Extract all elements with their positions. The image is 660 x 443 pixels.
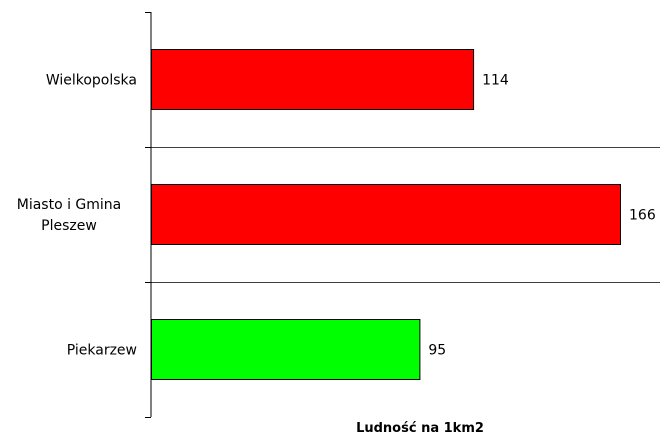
category-label: Piekarzew xyxy=(67,343,137,359)
value-label: 166 xyxy=(629,208,656,224)
bar-piekarzew xyxy=(151,319,421,380)
category-label-line: Piekarzew xyxy=(67,343,137,359)
bar-miasto-i-gmina-pleszew xyxy=(151,184,621,245)
category-axis xyxy=(145,12,152,418)
x-axis-title: Ludność na 1km2 xyxy=(356,421,484,436)
value-label: 114 xyxy=(482,73,509,89)
category-label-line: Miasto i Gmina xyxy=(17,197,122,213)
bar-wielkopolska xyxy=(151,49,475,110)
category-label-line: Pleszew xyxy=(41,218,97,234)
grid-lines xyxy=(151,147,660,283)
category-label-line: Wielkopolska xyxy=(46,73,137,89)
category-label: Miasto i Gmina Pleszew xyxy=(17,197,122,234)
category-label: Wielkopolska xyxy=(46,73,137,89)
value-label: 95 xyxy=(428,343,446,359)
labels: 114 Wielkopolska 166 Miasto i Gmina Pleszew 9… xyxy=(17,73,656,359)
bars xyxy=(151,49,621,380)
